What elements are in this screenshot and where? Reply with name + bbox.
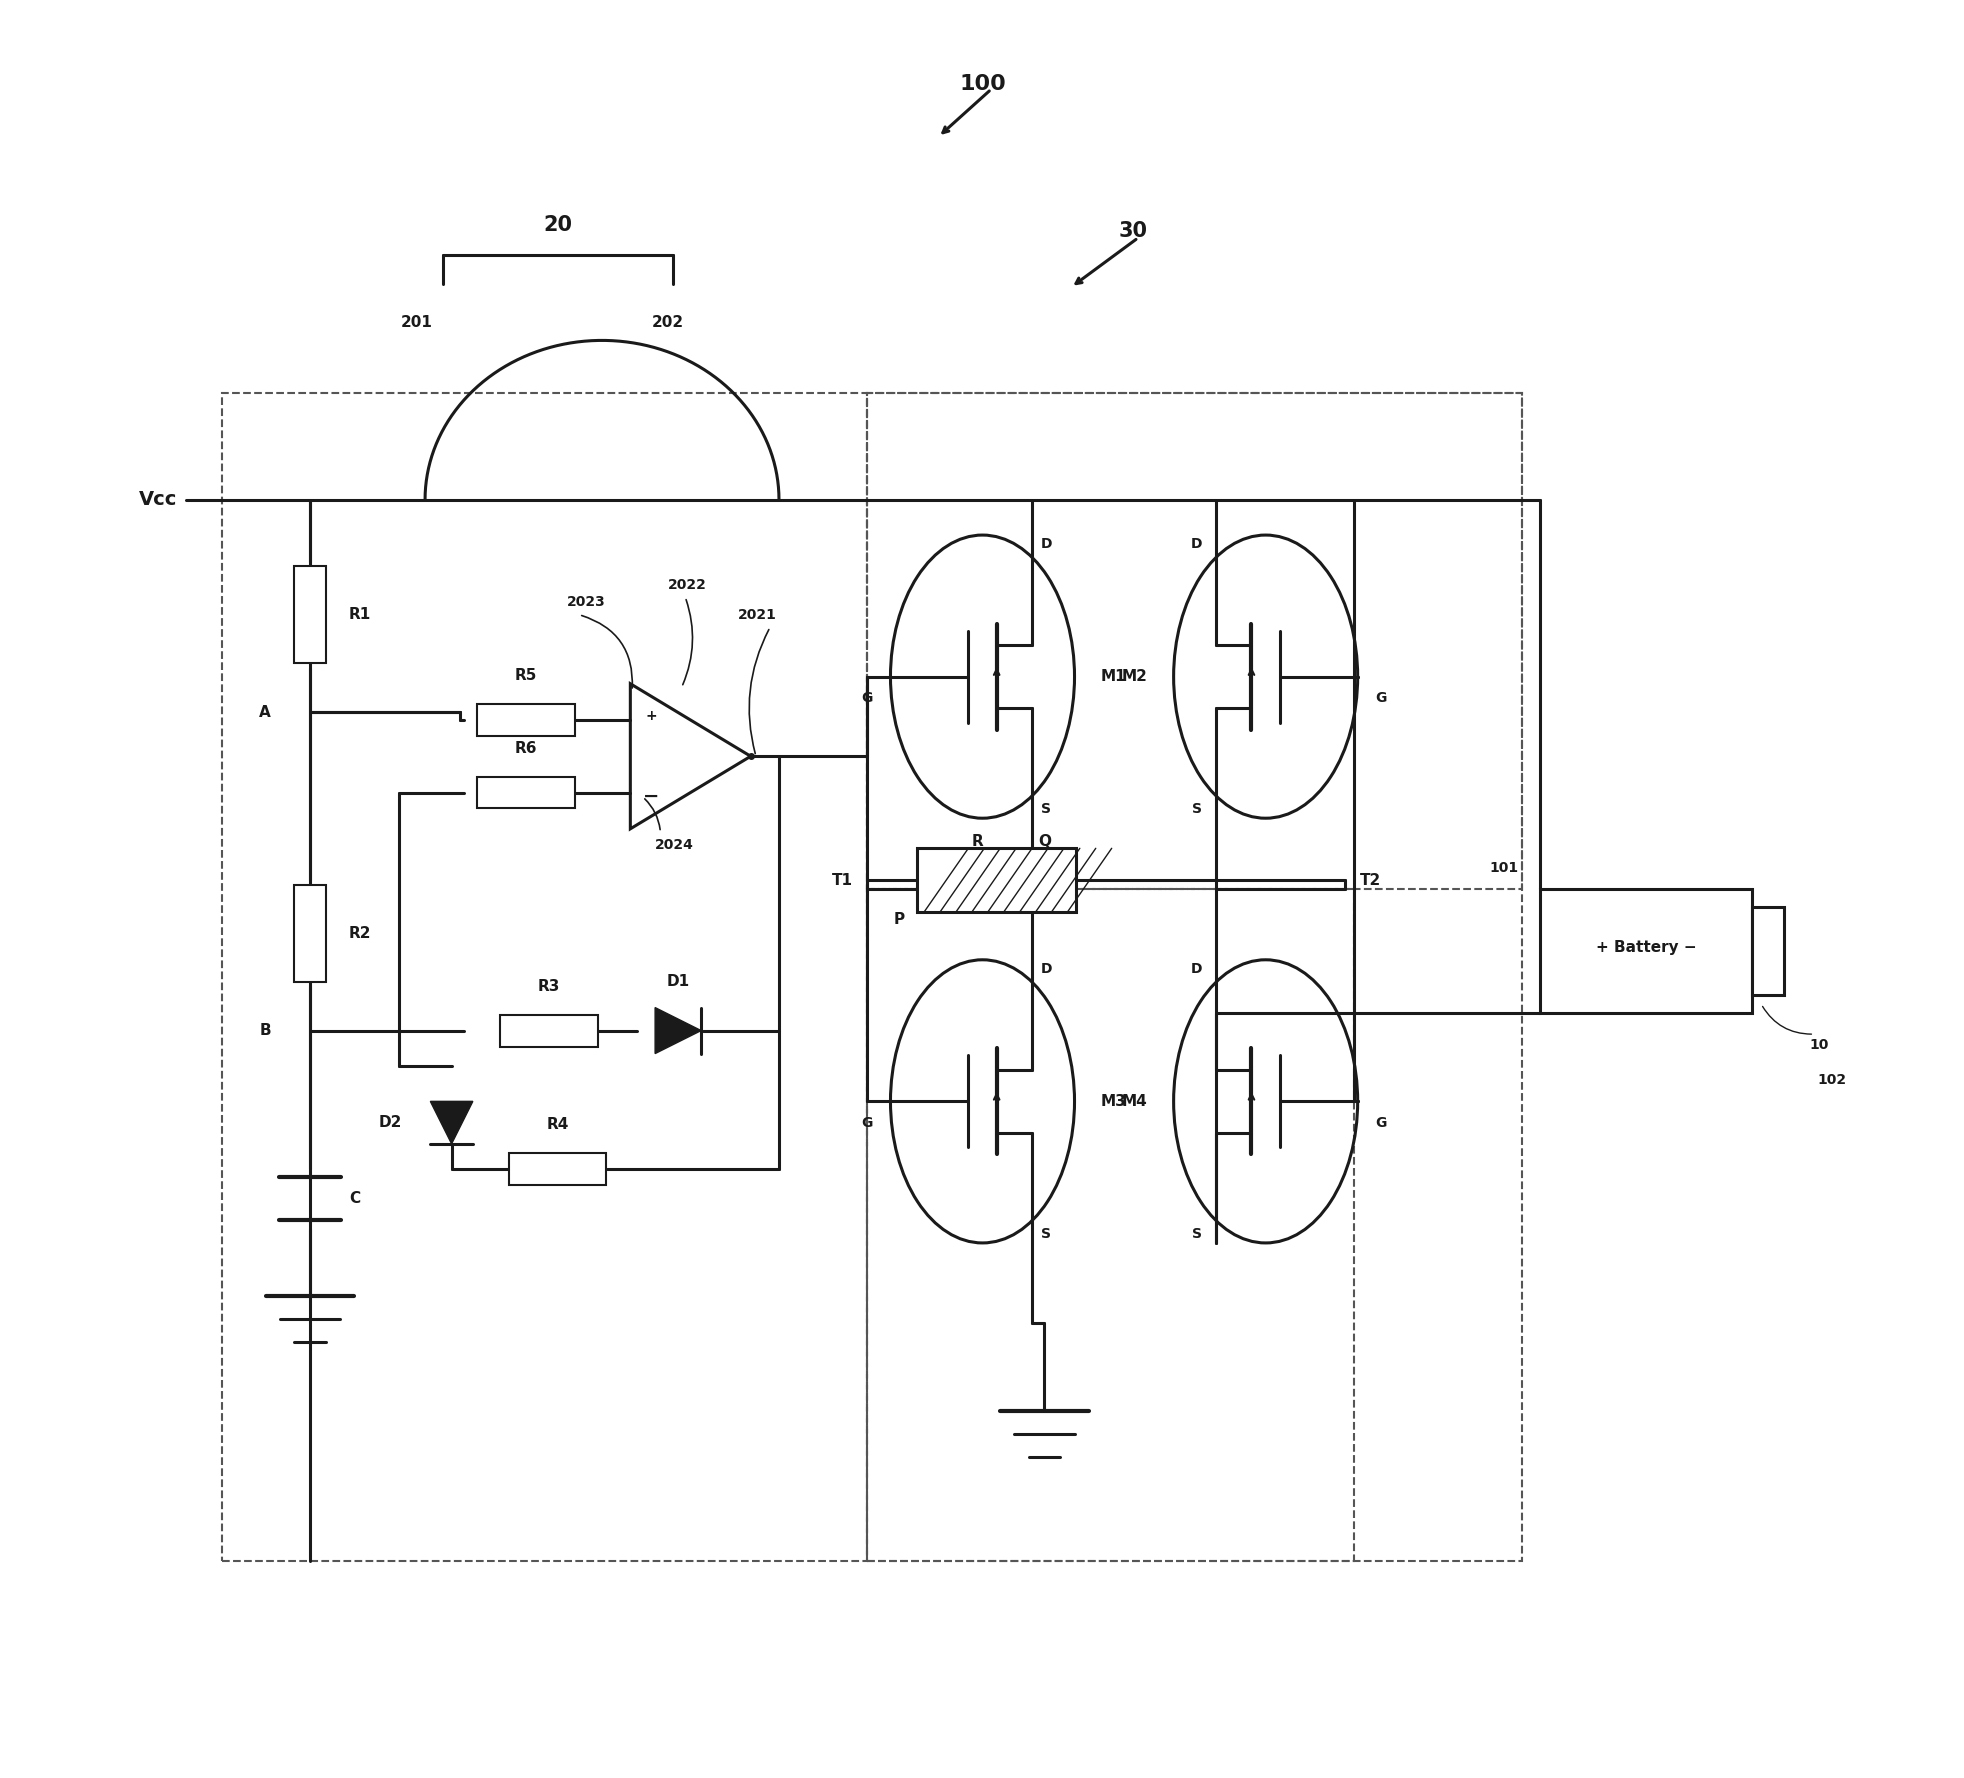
Bar [477,704,573,736]
Text: D: D [1039,962,1051,976]
Text: D1: D1 [666,974,689,989]
Text: R6: R6 [515,741,536,756]
Text: D: D [1039,537,1051,551]
Text: S: S [1041,1227,1051,1241]
Text: 201: 201 [401,315,432,331]
Text: R2: R2 [350,926,371,941]
Text: Q: Q [1037,834,1051,848]
Text: R: R [970,834,982,848]
Text: S: S [1192,1227,1202,1241]
Text: +: + [646,709,658,724]
Text: 2023: 2023 [566,596,605,610]
Text: P: P [894,912,905,926]
Text: 100: 100 [958,75,1006,94]
Text: M4: M4 [1121,1093,1147,1109]
Text: 2022: 2022 [668,578,705,592]
Text: G: G [860,1115,872,1129]
Bar [917,848,1076,912]
Text: S: S [1192,802,1202,816]
Text: −: − [642,786,660,805]
Text: Vcc: Vcc [139,491,177,509]
Text: M2: M2 [1121,669,1147,685]
Text: G: G [860,692,872,704]
Text: 20: 20 [542,215,572,235]
Bar [866,889,1353,1561]
Text: 102: 102 [1817,1074,1846,1086]
Text: R4: R4 [546,1117,570,1133]
Text: M3: M3 [1100,1093,1125,1109]
Text: R1: R1 [350,608,371,622]
Text: C: C [350,1191,359,1205]
Text: 202: 202 [652,315,683,331]
Text: T1: T1 [833,873,852,887]
Text: T2: T2 [1359,873,1381,887]
Bar [501,1015,597,1047]
Text: + Battery −: + Battery − [1595,941,1695,955]
Polygon shape [430,1101,473,1143]
Text: S: S [1041,802,1051,816]
Bar [509,1152,607,1184]
Bar [866,393,1522,1561]
Bar [1752,907,1783,996]
Bar [222,393,866,1561]
Text: 101: 101 [1489,861,1518,875]
Bar [295,885,326,981]
Text: R3: R3 [538,980,560,994]
Text: A: A [259,704,271,720]
Text: D: D [1190,962,1202,976]
Text: 2021: 2021 [738,608,778,622]
Polygon shape [654,1008,701,1054]
Text: G: G [1375,692,1387,704]
Bar [866,393,1522,889]
Text: 2024: 2024 [654,837,693,852]
Text: 10: 10 [1809,1038,1828,1053]
Text: M1: M1 [1100,669,1125,685]
Bar [477,777,573,809]
Text: D: D [1190,537,1202,551]
Text: D2: D2 [379,1115,403,1131]
Text: G: G [1375,1115,1387,1129]
Bar [295,565,326,663]
Text: R5: R5 [515,669,536,683]
Bar [1540,889,1752,1013]
Text: B: B [259,1022,271,1038]
Text: 30: 30 [1118,220,1147,240]
